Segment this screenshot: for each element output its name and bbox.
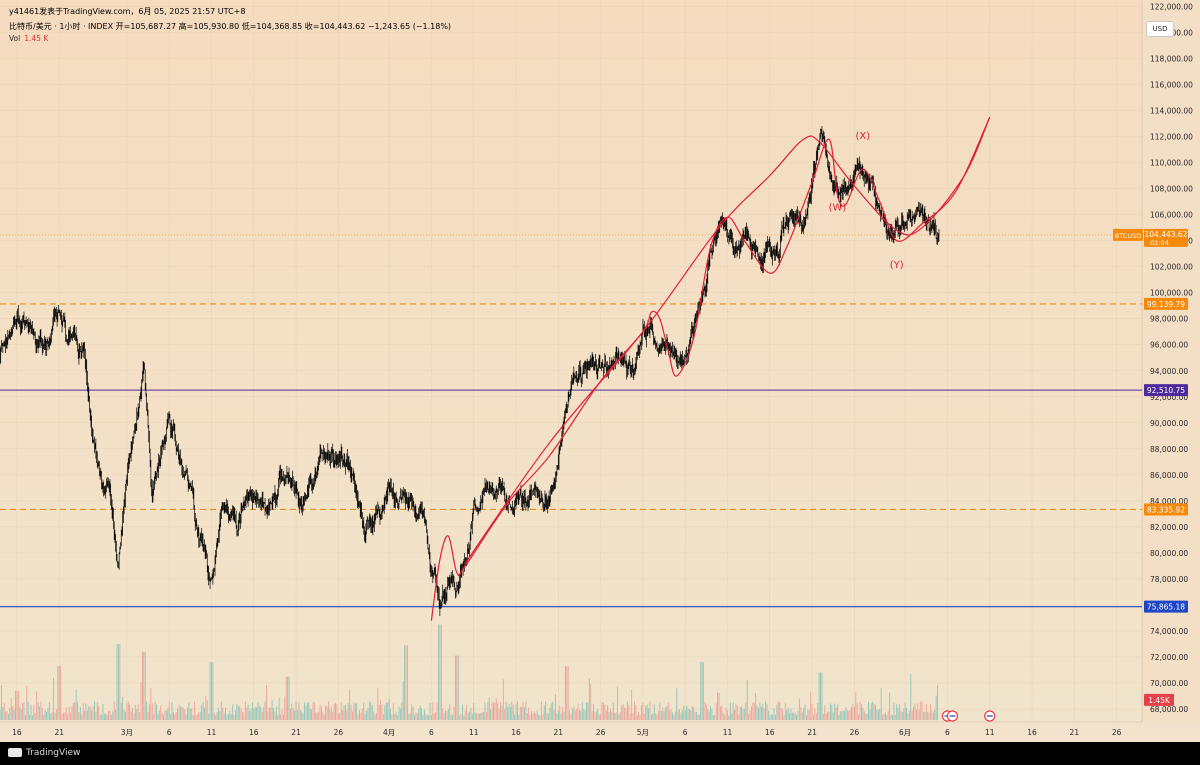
price-axis-label: 112,000.00	[1150, 133, 1193, 142]
time-axis-label: 4月	[383, 728, 395, 737]
time-axis-label: 16	[1027, 728, 1037, 737]
time-axis-label: 11	[469, 728, 479, 737]
price-axis-label: 110,000.00	[1150, 159, 1193, 168]
price-level-tag-label: 75,865.18	[1147, 603, 1185, 612]
time-axis-label: 21	[54, 728, 64, 737]
volume-legend-value: 1.45 K	[24, 34, 49, 43]
price-level-tag	[1144, 384, 1188, 397]
candle-countdown: 02:04	[1150, 239, 1169, 247]
volume-badge	[1144, 693, 1174, 706]
price-axis-label: 72,000.00	[1150, 653, 1188, 662]
last-price-tag	[1144, 228, 1188, 247]
price-axis-label: 118,000.00	[1150, 55, 1193, 64]
volume-legend-label: Vol	[9, 34, 21, 43]
price-level-tag	[1144, 503, 1188, 516]
projection-path[interactable]	[464, 116, 991, 564]
symbol-ohlc-legend[interactable]: 比特币/美元 · 1小时 · INDEX 开=105,687.27 高=105,…	[9, 22, 452, 31]
time-axis-background	[0, 722, 1200, 742]
time-axis-label: 6	[683, 728, 688, 737]
price-axis-label: 98,000.00	[1150, 315, 1188, 324]
price-axis-label: 68,000.00	[1150, 705, 1188, 714]
time-axis-label: 26	[334, 728, 344, 737]
price-level-tag	[1144, 297, 1188, 310]
price-axis-label: 90,000.00	[1150, 419, 1188, 428]
chart-header: y41461发表于TradingView.com，6月 05, 2025 21:…	[9, 7, 246, 16]
time-axis-label: 11	[723, 728, 733, 737]
time-axis-label: 3月	[121, 728, 133, 737]
tradingview-logo-icon	[8, 748, 22, 757]
time-axis-label: 6	[429, 728, 434, 737]
time-axis-label: 16	[511, 728, 521, 737]
price-axis-label: 100,000.00	[1150, 289, 1193, 298]
time-axis-label: 21	[1070, 728, 1080, 737]
time-axis-label: 16	[249, 728, 259, 737]
price-axis-label: 74,000.00	[1150, 627, 1188, 636]
volume-legend[interactable]: Vol 1.45 K	[9, 34, 48, 43]
price-axis-label: 122,000.00	[1150, 3, 1193, 12]
price-level-tag-label: 99,139.79	[1147, 300, 1185, 309]
time-axis-label: 11	[207, 728, 217, 737]
price-axis-label: 94,000.00	[1150, 367, 1188, 376]
time-axis-label: 26	[1112, 728, 1122, 737]
time-axis-label: 11	[985, 728, 995, 737]
price-axis-label: 92,000.00	[1150, 393, 1188, 402]
price-axis-label: 84,000.00	[1150, 497, 1188, 506]
price-axis-label: 86,000.00	[1150, 471, 1188, 480]
price-axis-label: 78,000.00	[1150, 575, 1188, 584]
price-axis-label: 80,000.00	[1150, 549, 1188, 558]
price-axis-label: 82,000.00	[1150, 523, 1188, 532]
wave-label[interactable]: (X)	[856, 131, 871, 142]
tradingview-logo[interactable]: TradingView	[8, 748, 80, 760]
time-axis-label: 6	[167, 728, 172, 737]
time-axis-label: 16	[12, 728, 22, 737]
time-axis-label: 16	[765, 728, 775, 737]
time-axis-label: 26	[596, 728, 606, 737]
price-level-tag-label: 83,335.92	[1147, 505, 1185, 514]
wave-label[interactable]: (W)	[829, 203, 847, 214]
price-axis-label: 70,000.00	[1150, 679, 1188, 688]
price-axis-label: 116,000.00	[1150, 81, 1193, 90]
time-axis-label: 26	[850, 728, 860, 737]
volume-badge-label: 1.45K	[1148, 696, 1171, 705]
last-price-tag-value: 104,443.62	[1145, 230, 1188, 239]
price-axis-label: 102,000.00	[1150, 263, 1193, 272]
symbol-tag-label: BTCUSD	[1115, 232, 1141, 240]
price-axis-label: 114,000.00	[1150, 107, 1193, 116]
price-level-tag	[1144, 600, 1188, 613]
currency-button[interactable]: USD	[1146, 21, 1174, 37]
wave-label[interactable]: (Y)	[890, 260, 904, 271]
elliott-wave-path[interactable]	[430, 116, 991, 621]
time-axis-label: 6	[945, 728, 950, 737]
price-axis-label: 106,000.00	[1150, 211, 1193, 220]
time-axis-label: 5月	[637, 728, 649, 737]
symbol-tag	[1113, 228, 1143, 241]
plot-background	[0, 0, 1142, 722]
time-axis-label: 21	[807, 728, 817, 737]
tradingview-brand-text: TradingView	[26, 748, 81, 758]
price-axis-label: 96,000.00	[1150, 341, 1188, 350]
time-axis-label: 6月	[899, 728, 911, 737]
time-axis-label: 21	[554, 728, 564, 737]
price-axis-label: 88,000.00	[1150, 445, 1188, 454]
time-axis-label: 21	[291, 728, 301, 737]
price-level-tag-label: 92,510.75	[1147, 386, 1185, 395]
price-axis-label: 108,000.00	[1150, 185, 1193, 194]
